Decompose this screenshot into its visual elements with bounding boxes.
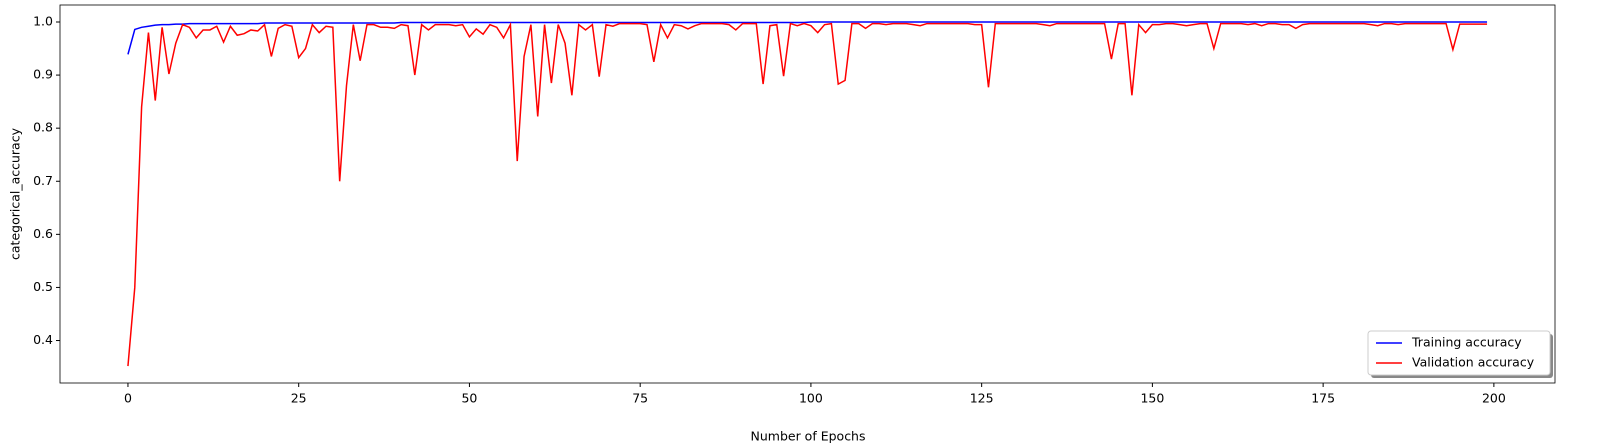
x-tick-label: 75 (632, 391, 648, 406)
x-axis-label: Number of Epochs (751, 429, 866, 444)
x-tick-label: 150 (1140, 391, 1164, 406)
x-tick-label: 100 (799, 391, 823, 406)
legend-label: Validation accuracy (1412, 355, 1535, 370)
y-tick-label: 1.0 (33, 13, 53, 28)
legend (1367, 330, 1551, 376)
y-tick-label: 0.6 (33, 226, 53, 241)
x-tick-label: 125 (970, 391, 994, 406)
x-tick-label: 0 (124, 391, 132, 406)
y-tick-label: 0.7 (33, 173, 53, 188)
data-line (127, 21, 1488, 367)
y-tick-label: 0.5 (33, 279, 53, 294)
legend-label: Training accuracy (1411, 335, 1522, 350)
data-line (127, 21, 1488, 55)
y-tick-label: 0.8 (33, 120, 53, 135)
y-tick-label: 0.9 (33, 67, 53, 82)
x-tick-label: 175 (1311, 391, 1335, 406)
x-tick-label: 25 (291, 391, 307, 406)
y-tick-label: 0.4 (33, 332, 53, 347)
x-tick-label: 200 (1482, 391, 1506, 406)
x-tick-label: 50 (461, 391, 477, 406)
y-axis-label: categorical_accuracy (8, 127, 23, 260)
axes-frame (59, 4, 1556, 384)
